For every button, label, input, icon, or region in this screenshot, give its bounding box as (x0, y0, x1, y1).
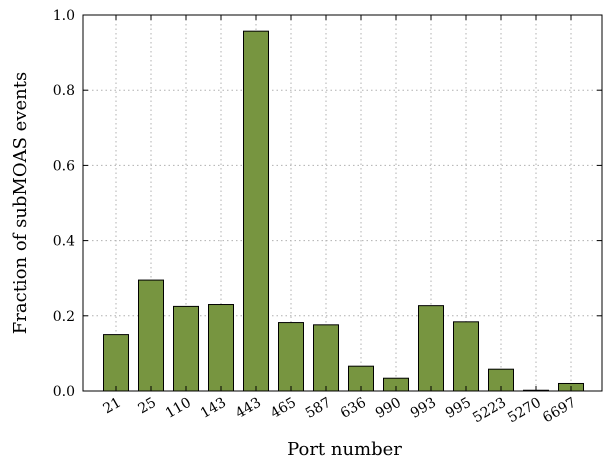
bars (103, 30, 584, 392)
y-axis-label: Fraction of subMOAS events (10, 72, 31, 334)
x-tick-label: 25 (136, 395, 159, 418)
x-tick-label: 5223 (470, 395, 509, 427)
y-tick-label: 0.6 (53, 158, 75, 174)
y-tick-label: 0.0 (53, 384, 75, 400)
x-tick-label: 636 (338, 395, 369, 422)
bar-110 (173, 305, 199, 392)
x-tick-label: 21 (101, 395, 124, 418)
x-tick-label: 995 (443, 395, 474, 422)
plot-frame (82, 14, 603, 392)
y-tick-label: 0.2 (53, 309, 75, 325)
y-tick-label: 0.4 (53, 234, 75, 250)
y-tick-label: 1.0 (53, 8, 75, 24)
x-tick-label: 465 (268, 395, 299, 422)
x-tick-label: 443 (233, 395, 264, 422)
bar-25 (138, 279, 164, 392)
x-tick-label: 143 (198, 395, 229, 422)
bar-995 (453, 321, 479, 392)
x-tick-label: 5270 (505, 395, 544, 427)
bar-993 (418, 305, 444, 392)
bar-587 (313, 324, 339, 392)
x-tick-labels: 21 25 110 143 443 465 587 636 990 993 995522352706… (101, 395, 579, 427)
bar-143 (208, 304, 234, 392)
bar-443 (243, 30, 269, 392)
bar-21 (103, 334, 129, 392)
grid-lines (83, 15, 602, 391)
x-axis-label: Port number (287, 439, 402, 460)
axis-ticks (83, 14, 602, 392)
y-tick-labels: 0.0 0.2 0.4 0.6 0.8 1.0 (53, 8, 75, 400)
bar-465 (278, 322, 304, 392)
x-tick-label: 990 (373, 395, 404, 422)
x-tick-label: 110 (163, 395, 194, 422)
y-tick-label: 0.8 (53, 83, 75, 99)
x-tick-label: 587 (303, 395, 334, 422)
x-tick-label: 993 (408, 395, 439, 422)
x-tick-label: 6697 (540, 395, 579, 427)
